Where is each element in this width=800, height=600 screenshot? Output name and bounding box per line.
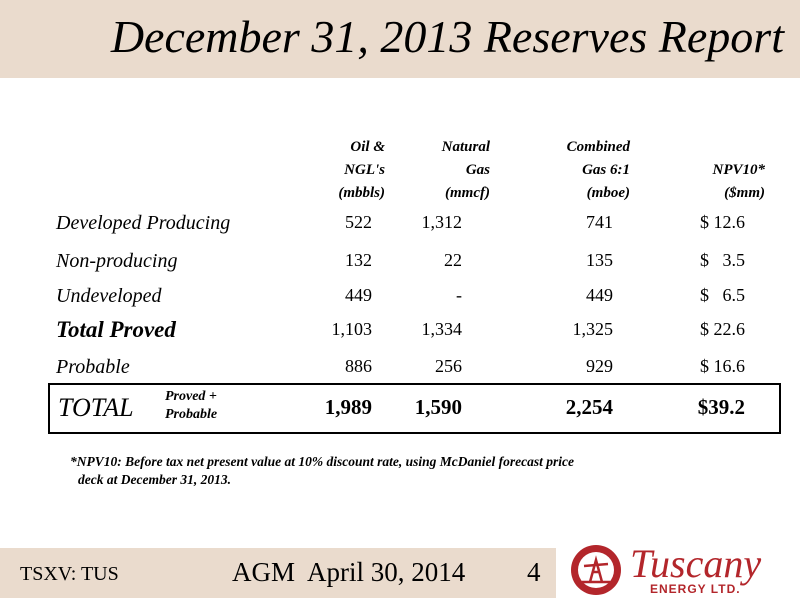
total-cell: 1,590 xyxy=(414,395,462,419)
cell: 132 xyxy=(345,250,372,270)
total-cell: 2,254 xyxy=(565,395,613,419)
column-header: (mmcf) xyxy=(445,185,490,201)
column-header: Combined xyxy=(566,139,630,155)
row-label: Developed Producing xyxy=(56,212,231,234)
cell: - xyxy=(456,285,462,305)
column-header: (mbbls) xyxy=(338,185,385,201)
cell: 449 xyxy=(586,285,613,305)
cell: 1,312 xyxy=(421,212,463,232)
logo-name: Tuscany xyxy=(630,541,762,586)
column-header: Gas 6:1 xyxy=(582,162,630,178)
cell: 741 xyxy=(586,212,613,232)
row-label: Probable xyxy=(56,356,130,378)
page-number: 4 xyxy=(527,557,541,587)
total-box xyxy=(48,383,781,434)
cell: 1,334 xyxy=(421,319,463,339)
cell: 135 xyxy=(586,250,613,270)
total-label: TOTAL xyxy=(58,393,134,422)
logo-subtitle: ENERGY LTD. xyxy=(650,582,741,596)
cell: 1,325 xyxy=(572,319,614,339)
column-header: ($mm) xyxy=(724,185,765,201)
column-header: Gas xyxy=(465,162,490,178)
cell: $ 22.6 xyxy=(700,319,745,339)
cell: 1,103 xyxy=(331,319,373,339)
row-label: Undeveloped xyxy=(56,285,162,307)
footnote: deck at December 31, 2013. xyxy=(78,472,231,487)
ticker: TSXV: TUS xyxy=(20,563,119,585)
total-cell: 1,989 xyxy=(324,395,372,419)
cell: $ 16.6 xyxy=(700,356,745,376)
cell: 22 xyxy=(444,250,462,270)
event: AGM April 30, 2014 xyxy=(232,557,466,587)
column-header: (mboe) xyxy=(586,185,630,201)
row-label: Total Proved xyxy=(56,317,176,342)
total-note: Probable xyxy=(165,407,218,422)
logo-emblem xyxy=(571,545,621,595)
cell: 522 xyxy=(345,212,372,232)
total-cell: $39.2 xyxy=(697,395,745,419)
cell: $ 3.5 xyxy=(700,250,745,270)
cell: 449 xyxy=(345,285,372,305)
footer-band xyxy=(0,548,556,598)
column-header: Oil & xyxy=(350,139,385,155)
cell: $ 12.6 xyxy=(700,212,745,232)
column-header: NGL's xyxy=(344,162,385,178)
total-note: Proved + xyxy=(165,389,217,404)
column-header: Natural xyxy=(441,139,490,155)
cell: 886 xyxy=(345,356,372,376)
cell: 256 xyxy=(435,356,462,376)
row-label: Non-producing xyxy=(56,250,178,272)
slide-title: December 31, 2013 Reserves Report xyxy=(110,11,784,62)
title-band xyxy=(0,0,800,78)
cell: $ 6.5 xyxy=(700,285,745,305)
footnote: *NPV10: Before tax net present value at … xyxy=(70,454,574,469)
column-header: NPV10* xyxy=(712,162,766,178)
cell: 929 xyxy=(586,356,613,376)
